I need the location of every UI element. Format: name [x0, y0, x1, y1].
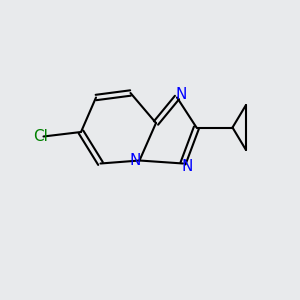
Text: N: N [182, 159, 193, 174]
Text: N: N [129, 153, 141, 168]
Text: N: N [176, 87, 187, 102]
Text: Cl: Cl [33, 129, 48, 144]
